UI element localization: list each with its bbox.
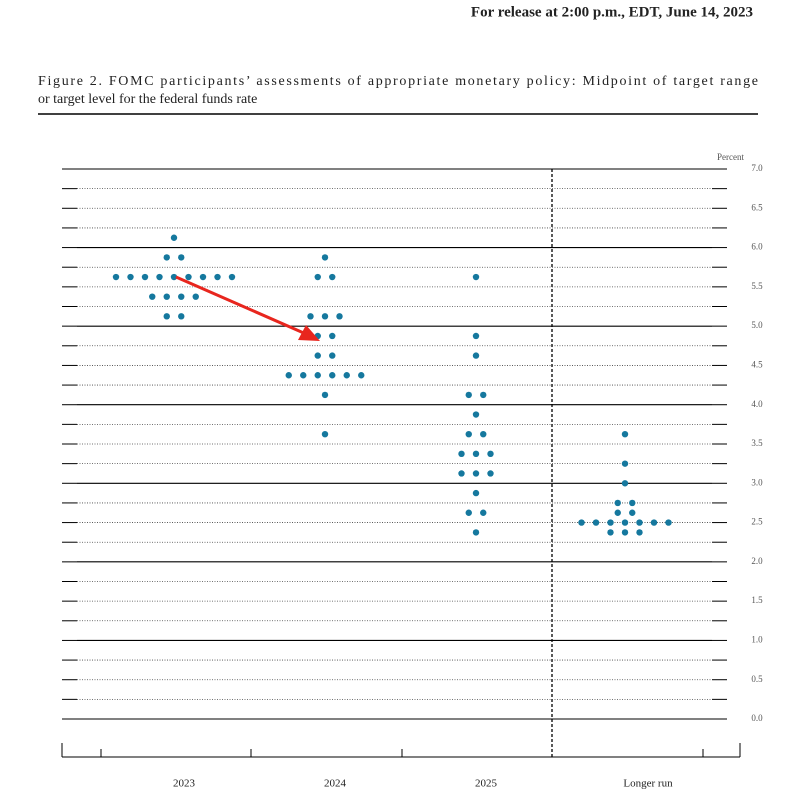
dot [480,391,487,399]
dot [321,313,329,320]
dot [621,460,629,467]
dot [472,450,480,458]
dot [307,313,314,320]
y-tick-label: 5.0 [751,320,763,330]
dot [178,313,185,320]
dot [472,529,480,536]
dot [285,372,292,379]
dot [163,293,170,300]
dot [472,273,480,281]
dot [480,509,487,516]
y-tick-label: 6.0 [751,242,763,252]
dot [214,273,221,281]
dot [487,450,494,458]
dot [621,519,629,526]
dot [465,391,472,399]
dot [650,519,658,526]
dot [472,470,480,477]
dot [665,519,672,526]
chart-title: Figure 2. FOMC participants’ assessments… [38,74,758,89]
dot [472,332,480,340]
dot [458,450,465,458]
y-tick-label: 2.0 [751,556,763,566]
dot [112,273,120,281]
dot [578,519,585,526]
y-tick-label: 1.0 [751,634,763,644]
y-tick-label: 6.5 [751,202,763,212]
y-tick-label: 4.5 [751,359,763,369]
dot [170,273,178,281]
dot [127,273,134,281]
dot [163,313,170,320]
dot [607,519,614,526]
dot [141,273,149,281]
dot [621,480,629,487]
release-note: For release at 2:00 p.m., EDT, June 14, … [471,4,753,20]
dot [343,372,350,379]
dot [472,411,480,418]
dot [487,470,494,477]
y-tick-label: 7.0 [751,163,763,173]
y-tick-label: 3.5 [751,438,763,448]
dot [629,499,636,507]
dot [329,273,336,281]
chart-title: or target level for the federal funds ra… [38,92,257,107]
x-tick-label: 2024 [324,778,347,790]
dot [472,489,480,497]
dot [358,372,365,379]
y-axis-label: Percent [717,152,744,162]
dot [621,430,629,438]
dot [178,254,185,261]
dot [185,273,192,281]
y-tick-label: 0.0 [751,713,763,723]
dot [228,273,236,281]
x-tick-label: Longer run [623,778,673,790]
dot [480,430,487,438]
dot [336,313,343,320]
y-tick-label: 3.0 [751,477,763,487]
dot [465,509,472,516]
dot [329,352,336,359]
dot [321,254,329,261]
dot [170,234,178,241]
dot [621,529,629,536]
dot [329,332,336,340]
dot [321,430,329,438]
dot [636,519,643,526]
dot [156,273,163,281]
y-tick-label: 1.5 [751,595,763,605]
x-tick-label: 2025 [475,778,498,790]
dot [199,273,207,281]
x-tick-label: 2023 [173,778,196,790]
y-tick-label: 2.5 [751,517,763,527]
y-tick-label: 4.0 [751,399,763,409]
dot [178,293,185,300]
dot [314,372,321,379]
y-tick-label: 0.5 [751,674,763,684]
dot [472,352,480,359]
dot [321,391,329,399]
dot [314,273,321,281]
dot [607,529,614,536]
dot [629,509,636,516]
dot [614,509,621,516]
dot [458,470,465,477]
x-axis [61,743,741,758]
dot [636,529,643,536]
dot [329,372,336,379]
dot [314,352,321,359]
dot [149,293,156,300]
dot [465,430,472,438]
y-tick-label: 5.5 [751,281,763,291]
annotation-arrow [175,275,320,341]
dot [592,519,600,526]
dot [300,372,307,379]
dot [192,293,199,300]
dot [163,254,170,261]
dot [614,499,621,507]
